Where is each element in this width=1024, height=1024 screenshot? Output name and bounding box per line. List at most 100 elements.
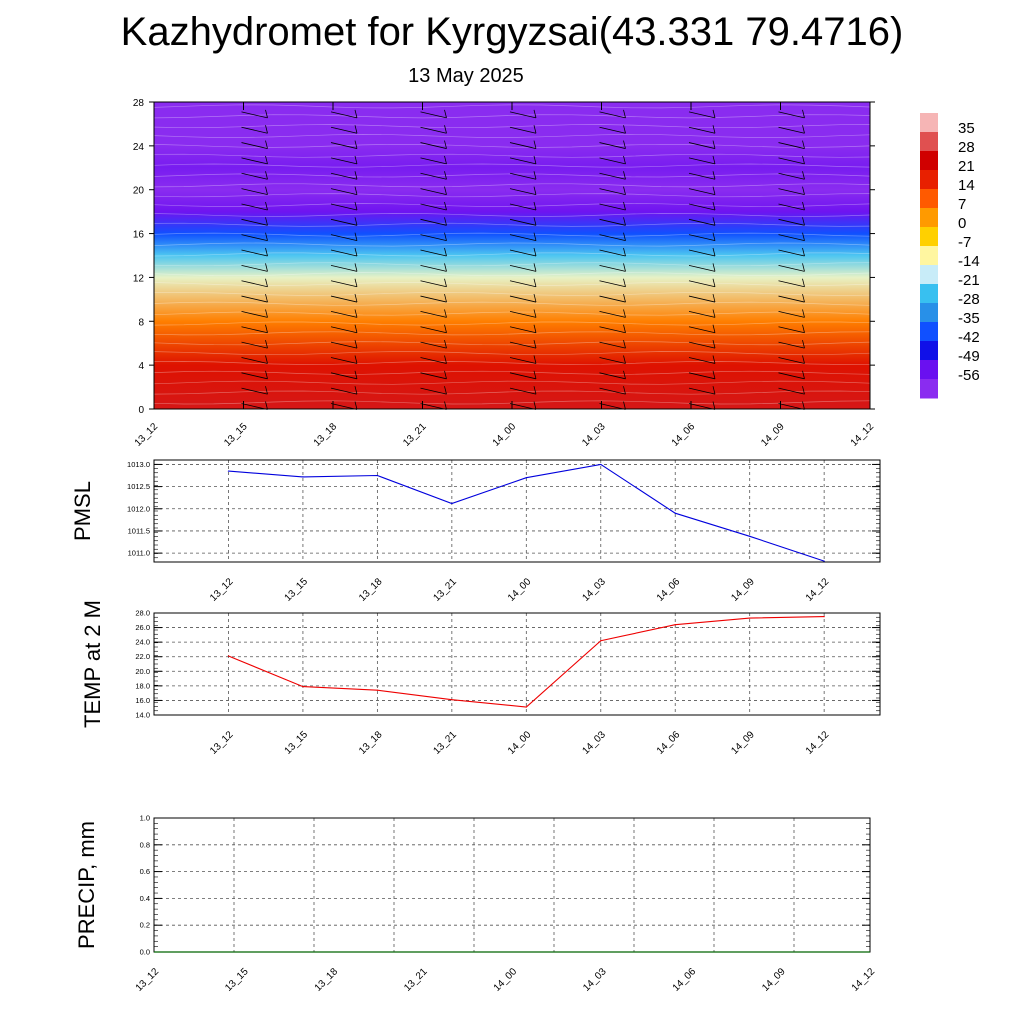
wind-barb: [241, 157, 268, 165]
y-tick-label: 1011.0: [128, 549, 150, 558]
wind-barb: [330, 142, 358, 149]
wind-barb: [330, 311, 358, 318]
wind-barb: [420, 249, 447, 257]
colorbar-swatch: [920, 113, 938, 133]
wind-barb: [688, 372, 716, 380]
wind-barb: [688, 126, 716, 134]
y-tick-label: 24: [133, 142, 145, 153]
wind-barb: [778, 387, 805, 395]
wind-barb: [688, 341, 716, 349]
chart-date: 13 May 2025: [408, 65, 524, 87]
wind-barb: [330, 326, 358, 334]
wind-barb: [599, 111, 626, 119]
wind-barb: [509, 234, 537, 242]
data-point: [451, 502, 453, 505]
wind-barb: [688, 203, 716, 211]
colorbar-label: 28: [958, 139, 975, 156]
x-tick-label: 14_06: [670, 421, 698, 449]
panel-3: 0.0 0.2 0.4 0.6 0.8 1.0 13_12 13_15 13_18 13_21 14…: [74, 814, 877, 994]
y-tick-label: 0.0: [140, 948, 150, 957]
wind-barb: [330, 372, 358, 380]
wind-barb: [330, 264, 358, 272]
x-tick-label: 13_21: [432, 729, 460, 757]
wind-barb: [778, 188, 805, 196]
wind-barb: [509, 311, 537, 318]
x-tick-label: 14_12: [849, 421, 877, 449]
wind-barb: [688, 280, 716, 288]
x-tick-label: 14_03: [580, 421, 608, 449]
x-tick-label: 14_03: [580, 576, 608, 604]
x-tick-label: 13_15: [283, 729, 311, 757]
wind-barb: [688, 234, 716, 242]
wind-barb: [599, 357, 626, 364]
data-point: [525, 477, 527, 479]
wind-barb: [420, 264, 447, 272]
wind-barb: [778, 326, 805, 334]
data-point: [227, 470, 230, 472]
wind-barb: [420, 218, 447, 226]
data-point: [823, 616, 825, 618]
x-tick-label: 13_18: [313, 966, 341, 994]
x-tick-label: 14_09: [729, 576, 757, 604]
colorbar-swatch: [920, 170, 938, 190]
x-tick-label: 14_03: [581, 966, 609, 994]
wind-barb: [599, 280, 626, 288]
y-tick-label: 26.0: [135, 623, 150, 632]
wind-barb: [241, 249, 268, 257]
data-point: [525, 706, 527, 708]
wind-barb: [509, 295, 537, 303]
data-point: [749, 617, 751, 619]
wind-barb: [688, 264, 716, 272]
wind-barb: [420, 234, 447, 242]
data-point: [600, 640, 602, 642]
colorbar-label: -28: [958, 291, 980, 308]
x-tick-label: 14_12: [804, 576, 832, 604]
wind-barb: [599, 203, 626, 211]
wind-barb: [420, 111, 447, 119]
wind-barb: [599, 295, 626, 303]
wind-barb: [420, 372, 447, 380]
wind-barb: [688, 326, 716, 334]
y-axis-title: PRECIP, mm: [74, 821, 99, 949]
wind-barb: [420, 172, 447, 180]
wind-barb: [688, 142, 716, 149]
x-tick-label: 13_21: [402, 966, 430, 994]
y-axis-title: PMSL: [70, 481, 95, 541]
wind-barb: [420, 311, 447, 318]
wind-barb: [330, 295, 358, 303]
x-tick-label: 13_15: [223, 966, 251, 994]
colorbar-swatch: [920, 303, 938, 323]
wind-barb: [599, 126, 626, 134]
wind-barb: [599, 157, 626, 165]
data-point: [674, 624, 676, 626]
x-tick-label: 14_09: [759, 421, 787, 449]
wind-barb: [599, 249, 626, 257]
chart-title: Kazhydromet for Kyrgyzsai(43.331 79.4716…: [120, 10, 904, 54]
wind-barb: [241, 111, 268, 119]
wind-barb: [330, 357, 358, 364]
panel-frame: [153, 459, 881, 563]
x-tick-label: 14_03: [580, 729, 608, 757]
x-tick-label: 14_09: [760, 966, 788, 994]
x-tick-label: 14_00: [491, 421, 519, 449]
wind-barb: [688, 157, 716, 165]
colorbar-swatch: [920, 265, 938, 285]
wind-barb: [778, 111, 805, 119]
colorbar-label: -14: [958, 253, 980, 270]
y-tick-label: 22.0: [135, 652, 150, 661]
y-tick-label: 20: [133, 186, 145, 197]
x-tick-label: 13_21: [432, 576, 460, 604]
y-tick-label: 28.0: [135, 609, 150, 618]
y-tick-label: 18.0: [135, 681, 150, 690]
wind-barb: [778, 280, 805, 288]
x-tick-label: 14_00: [506, 576, 534, 604]
wind-barb: [509, 341, 537, 349]
wind-barb: [420, 387, 447, 395]
wind-barb: [778, 295, 805, 303]
wind-barb: [420, 188, 447, 196]
x-tick-label: 14_00: [492, 966, 520, 994]
wind-barb: [509, 157, 537, 165]
wind-barb: [330, 203, 358, 211]
wind-barb: [420, 326, 447, 334]
wind-barb: [599, 142, 626, 149]
